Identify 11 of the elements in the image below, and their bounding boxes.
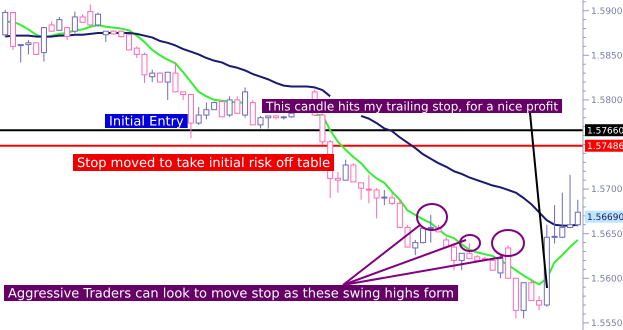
annotation: Stop moved to take initial risk off table: [77, 156, 330, 172]
y-tick-label: 1.5550: [591, 319, 623, 330]
annotation: This candle hits my trailing stop, for a nice profit: [265, 99, 558, 114]
y-tick-label: 1.5700: [591, 185, 623, 196]
annotation: Aggressive Traders can look to move stop as these swing highs form: [8, 286, 454, 302]
y-tick-label: 1.5850: [591, 51, 623, 62]
y-tick-label: 1.5650: [591, 230, 623, 240]
y-tick-label: 1.5800: [591, 96, 623, 106]
y-tick-label: 1.5900: [591, 6, 623, 17]
annotation: Initial Entry: [109, 114, 184, 130]
y-tick-label: 1.5600: [591, 274, 623, 284]
